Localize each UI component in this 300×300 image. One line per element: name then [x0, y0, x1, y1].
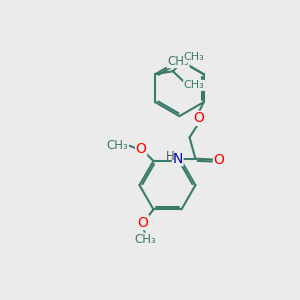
Text: CH₃: CH₃: [107, 139, 128, 152]
Text: O: O: [138, 216, 148, 230]
Text: N: N: [172, 152, 183, 166]
Text: CH₃: CH₃: [184, 80, 205, 90]
Text: O: O: [214, 153, 224, 166]
Text: O: O: [136, 142, 146, 156]
Text: CH₃: CH₃: [184, 52, 205, 62]
Text: CH₃: CH₃: [135, 233, 156, 246]
Text: CH₃: CH₃: [167, 55, 189, 68]
Text: H: H: [165, 150, 174, 163]
Text: O: O: [193, 111, 204, 125]
